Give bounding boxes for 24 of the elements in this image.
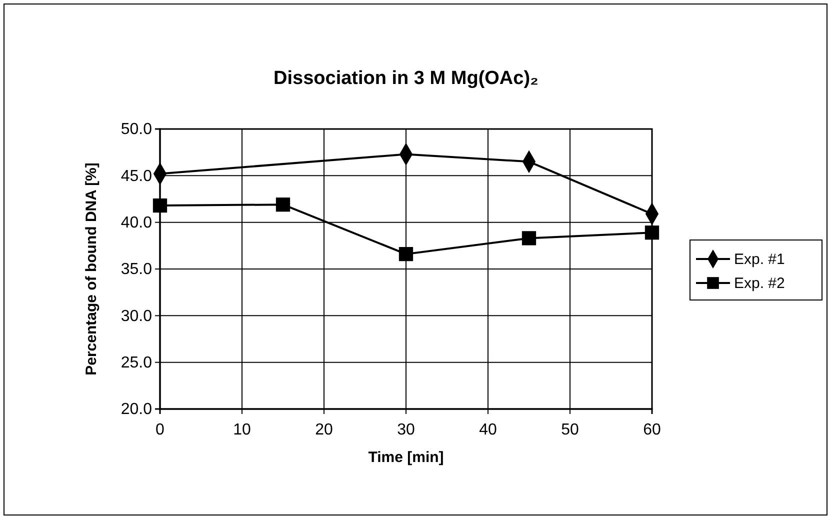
point xyxy=(152,198,168,213)
y-axis-title: Percentage of bound DNA [%] xyxy=(83,162,100,376)
point xyxy=(276,198,290,212)
y-tick-label: 50.0 xyxy=(120,121,152,138)
y-tick-label: 35.0 xyxy=(120,261,152,278)
legend-label: Exp. #2 xyxy=(734,275,785,292)
chart-title: Dissociation in 3 M Mg(OAc)₂ xyxy=(274,68,538,89)
y-tick-label: 20.0 xyxy=(120,401,152,418)
point xyxy=(398,246,414,262)
point xyxy=(644,226,660,240)
x-tick-label: 50 xyxy=(561,422,579,439)
x-tick-label: 60 xyxy=(643,422,661,439)
y-tick-label: 45.0 xyxy=(120,168,152,185)
y-tick-label: 25.0 xyxy=(120,354,152,372)
x-axis-title: Time [min] xyxy=(368,449,444,466)
y-tick-label: 30.0 xyxy=(120,308,152,325)
x-tick-label: 30 xyxy=(397,422,415,439)
y-tick-label: 40.0 xyxy=(120,214,152,232)
x-tick-label: 20 xyxy=(315,422,333,439)
x-tick-label: 40 xyxy=(479,422,497,439)
point xyxy=(522,231,536,246)
legend-label: Exp. #1 xyxy=(734,251,785,268)
x-tick-label: 10 xyxy=(233,422,251,439)
x-tick-label: 0 xyxy=(156,422,165,439)
